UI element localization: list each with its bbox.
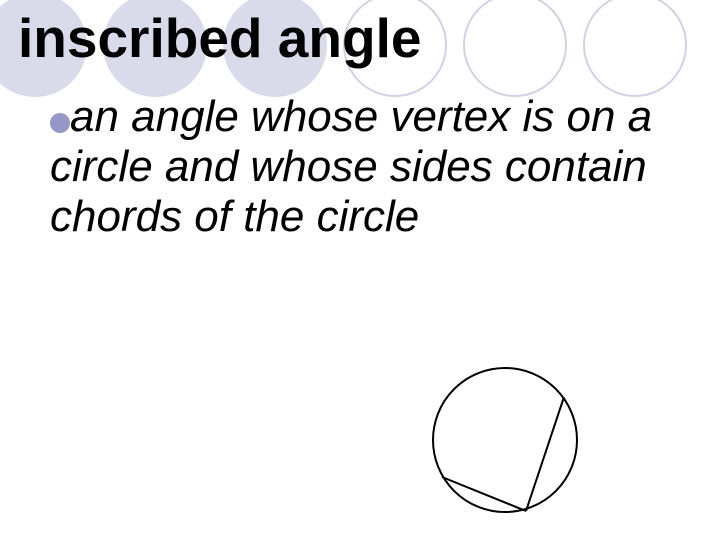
bullet-icon (50, 113, 70, 133)
decorative-circle (463, 0, 567, 97)
definition-block: an angle whose vertex is on a circle and… (50, 92, 680, 242)
slide-title: inscribed angle (18, 6, 421, 70)
definition-text: an angle whose vertex is on a circle and… (50, 92, 652, 241)
decorative-circle (583, 0, 687, 97)
inscribed-angle-svg (420, 355, 590, 525)
inscribed-angle-diagram (420, 355, 590, 525)
